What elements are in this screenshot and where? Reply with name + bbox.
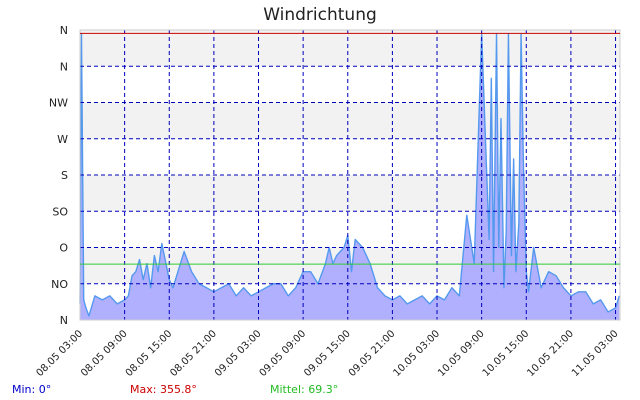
plot-band [80,211,620,248]
legend-max: Max: 355.8° [130,383,197,396]
x-tick-label: 09.05 09:00 [258,328,309,379]
y-tick-label: NW [49,97,68,110]
grid-lines [79,29,621,321]
plot-band [80,138,620,175]
y-tick-label: O [59,242,68,255]
y-axis-ticks: N NO O SO S W NW N N [49,24,68,327]
y-tick-label: SO [52,205,68,218]
y-tick-label: N [60,60,68,73]
x-tick-label: 10.05 15:00 [481,328,532,379]
y-tick-label: NO [51,278,68,291]
plot-background-bands [80,30,620,320]
x-tick-label: 08.05 21:00 [168,328,219,379]
plot-band [80,175,620,212]
legend-min: Min: 0° [12,383,52,396]
x-tick-label: 08.05 09:00 [79,328,130,379]
x-tick-label: 09.05 03:00 [213,328,264,379]
x-tick-label: 10.05 09:00 [436,328,487,379]
area-layer [79,33,620,321]
x-tick-label: 09.05 21:00 [347,328,398,379]
y-tick-label: N [60,314,68,327]
x-tick-label: 08.05 03:00 [34,328,85,379]
wind-direction-line [79,33,620,317]
legend-mean: Mittel: 69.3° [270,383,339,396]
x-tick-label: 09.05 15:00 [302,328,353,379]
wind-direction-area [80,34,620,321]
plot-band [80,66,620,103]
plot-band [80,102,620,139]
chart-title: Windrichtung [263,5,377,25]
x-tick-label: 11.05 03:00 [570,328,621,379]
y-tick-label: S [61,169,68,182]
plot-frame [79,29,621,321]
plot-band [80,30,620,67]
x-tick-label: 10.05 21:00 [525,328,576,379]
y-tick-label: W [57,133,68,146]
y-tick-label: N [60,24,68,37]
reference-lines [80,32,620,265]
x-tick-label: 10.05 03:00 [391,328,442,379]
x-tick-label: 08.05 15:00 [124,328,175,379]
